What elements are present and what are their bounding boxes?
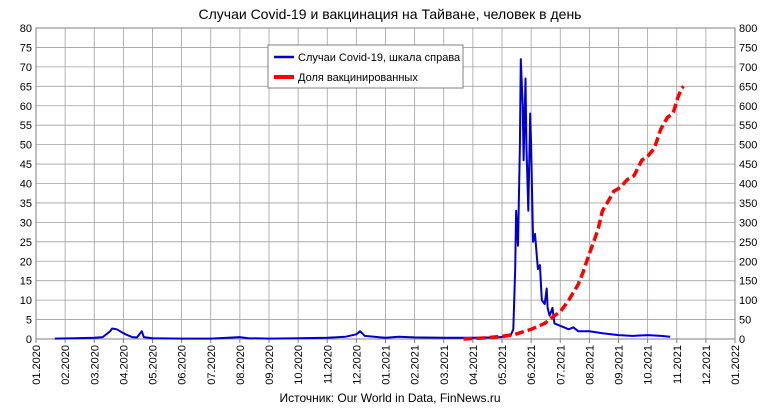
x-tick-label: 03.2021 bbox=[439, 345, 451, 385]
legend-label-cases: Случаи Covid-19, шкала справа bbox=[298, 52, 461, 64]
source-note: Источник: Our World in Data, FinNews.ru bbox=[279, 391, 500, 405]
x-tick-label: 09.2020 bbox=[264, 345, 276, 385]
right-tick-label: 200 bbox=[739, 256, 757, 268]
left-tick-label: 35 bbox=[20, 198, 32, 210]
right-tick-label: 800 bbox=[739, 23, 757, 35]
legend: Случаи Covid-19, шкала справа Доля вакци… bbox=[267, 44, 464, 89]
x-tick-label: 04.2021 bbox=[468, 345, 480, 385]
chart-title: Случаи Covid-19 и вакцинация на Тайване,… bbox=[199, 6, 582, 22]
series-layer bbox=[54, 58, 685, 341]
right-tick-label: 300 bbox=[739, 217, 757, 229]
right-tick-label: 650 bbox=[739, 81, 757, 93]
x-tick-label: 11.2020 bbox=[322, 345, 334, 384]
left-tick-label: 80 bbox=[20, 23, 32, 35]
right-tick-label: 700 bbox=[739, 62, 757, 74]
left-tick-label: 50 bbox=[20, 140, 32, 152]
right-tick-label: 150 bbox=[739, 276, 757, 288]
left-tick-label: 15 bbox=[20, 276, 32, 288]
left-tick-label: 0 bbox=[26, 334, 32, 346]
left-tick-label: 75 bbox=[20, 42, 32, 54]
x-tick-label: 09.2021 bbox=[614, 345, 626, 385]
x-tick-label: 11.2021 bbox=[672, 345, 684, 384]
right-tick-label: 400 bbox=[739, 179, 757, 191]
left-tick-label: 5 bbox=[26, 315, 32, 327]
x-tick-label: 07.2020 bbox=[206, 345, 218, 385]
right-tick-label: 50 bbox=[739, 315, 751, 327]
x-tick-label: 12.2020 bbox=[351, 345, 363, 385]
left-tick-label: 65 bbox=[20, 81, 32, 93]
x-tick-label: 01.2021 bbox=[381, 345, 393, 385]
series-line-cases bbox=[54, 58, 671, 340]
left-tick-label: 70 bbox=[20, 62, 32, 74]
right-tick-label: 550 bbox=[739, 120, 757, 132]
x-tick-label: 08.2020 bbox=[235, 345, 247, 385]
left-tick-label: 40 bbox=[20, 179, 32, 191]
legend-box bbox=[267, 44, 464, 89]
x-tick-label: 02.2020 bbox=[60, 345, 72, 385]
left-tick-label: 10 bbox=[20, 295, 32, 307]
x-tick-label: 10.2021 bbox=[643, 345, 655, 385]
x-tick-label: 12.2021 bbox=[701, 345, 713, 385]
x-tick-label: 06.2021 bbox=[526, 345, 538, 385]
x-tick-label: 10.2020 bbox=[293, 345, 305, 385]
x-tick-label: 05.2021 bbox=[497, 345, 509, 385]
x-axis-ticks: 01.2020 02.2020 03.2020 04.2020 05.2020 06.20… bbox=[31, 339, 742, 385]
right-tick-label: 250 bbox=[739, 237, 757, 249]
left-tick-label: 60 bbox=[20, 101, 32, 113]
right-tick-label: 600 bbox=[739, 101, 757, 113]
x-tick-label: 01.2020 bbox=[31, 345, 43, 385]
x-tick-label: 02.2021 bbox=[410, 345, 422, 385]
right-axis-ticks: 0 50 100 150 200 250 300 350 400 450 500 550 600 650 7… bbox=[739, 23, 757, 346]
x-tick-label: 04.2020 bbox=[118, 345, 130, 385]
right-tick-label: 0 bbox=[739, 334, 745, 346]
x-tick-label: 05.2020 bbox=[148, 345, 160, 385]
right-tick-label: 350 bbox=[739, 198, 757, 210]
right-tick-label: 750 bbox=[739, 42, 757, 54]
x-tick-label: 06.2020 bbox=[177, 345, 189, 385]
left-tick-label: 25 bbox=[20, 237, 32, 249]
right-tick-label: 100 bbox=[739, 295, 757, 307]
right-tick-label: 500 bbox=[739, 140, 757, 152]
left-axis-ticks: 0 5 10 15 20 25 30 35 40 45 50 55 60 65 70 75 80 bbox=[20, 23, 32, 346]
x-tick-label: 07.2021 bbox=[555, 345, 567, 385]
x-tick-label: 03.2020 bbox=[89, 345, 101, 385]
left-tick-label: 55 bbox=[20, 120, 32, 132]
right-tick-label: 450 bbox=[739, 159, 757, 171]
left-tick-label: 20 bbox=[20, 256, 32, 268]
left-tick-label: 45 bbox=[20, 159, 32, 171]
x-tick-label: 01.2022 bbox=[730, 345, 742, 385]
left-tick-label: 30 bbox=[20, 217, 32, 229]
x-tick-label: 08.2021 bbox=[584, 345, 596, 385]
legend-label-vaccinated: Доля вакцинированных bbox=[298, 72, 418, 84]
